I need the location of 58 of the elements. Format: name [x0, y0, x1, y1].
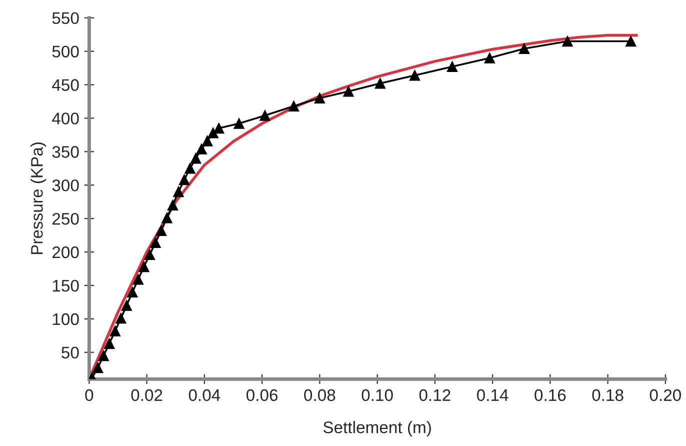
point: [202, 136, 213, 146]
y-tick-label: 300: [52, 179, 79, 192]
point: [260, 110, 270, 121]
x-tick-label: 0.04: [188, 389, 220, 402]
x-tick-label: 0.18: [592, 389, 624, 402]
y-tick-label: 450: [52, 79, 79, 91]
point: [213, 122, 224, 134]
y-tick-label: 550: [52, 12, 79, 24]
x-tick-label: 0.16: [534, 389, 566, 402]
point: [173, 186, 184, 198]
point: [314, 92, 326, 104]
point: [190, 152, 202, 164]
point: [144, 249, 156, 260]
point: [288, 100, 300, 112]
x-axis-title: Settlement (m): [323, 421, 431, 437]
x-tick-label: 0.20: [650, 389, 681, 402]
x-tick-label: 0.10: [362, 389, 393, 402]
point: [162, 212, 172, 224]
point: [374, 78, 386, 89]
point: [115, 312, 126, 324]
x-tick-label: 0.08: [304, 389, 336, 402]
point: [518, 43, 530, 54]
point: [138, 261, 150, 272]
point: [234, 118, 244, 129]
point: [127, 286, 138, 298]
point: [92, 362, 104, 374]
point: [409, 70, 420, 81]
x-tick-label: 0.02: [131, 389, 162, 402]
y-tick-label: 50: [62, 346, 79, 359]
point: [110, 326, 120, 336]
y-tick-label: 150: [52, 280, 79, 292]
point: [446, 61, 458, 72]
point: [167, 200, 178, 211]
x-tick-label: 0.06: [246, 389, 278, 402]
point: [343, 86, 354, 97]
point: [98, 350, 109, 362]
point: [196, 144, 207, 154]
y-tick-label: 350: [52, 146, 79, 158]
y-tick-label: 100: [52, 313, 79, 326]
point: [625, 36, 636, 47]
y-axis-title: Pressure (KPa): [30, 142, 46, 254]
point: [184, 162, 196, 174]
point: [484, 52, 496, 64]
x-tick-label: 0.12: [419, 389, 450, 402]
point: [562, 36, 573, 47]
point: [104, 338, 115, 350]
point: [178, 174, 190, 186]
y-tick-label: 250: [52, 212, 79, 225]
y-tick-label: 200: [52, 246, 79, 258]
point: [150, 237, 161, 248]
x-tick-label: 0.14: [476, 389, 508, 402]
y-tick-label: 500: [52, 46, 79, 58]
point: [156, 225, 167, 236]
point: [121, 300, 132, 311]
y-tick-label: 400: [52, 112, 79, 124]
x-tick-label: 0: [85, 389, 94, 402]
point: [208, 128, 218, 138]
point: [132, 274, 144, 285]
